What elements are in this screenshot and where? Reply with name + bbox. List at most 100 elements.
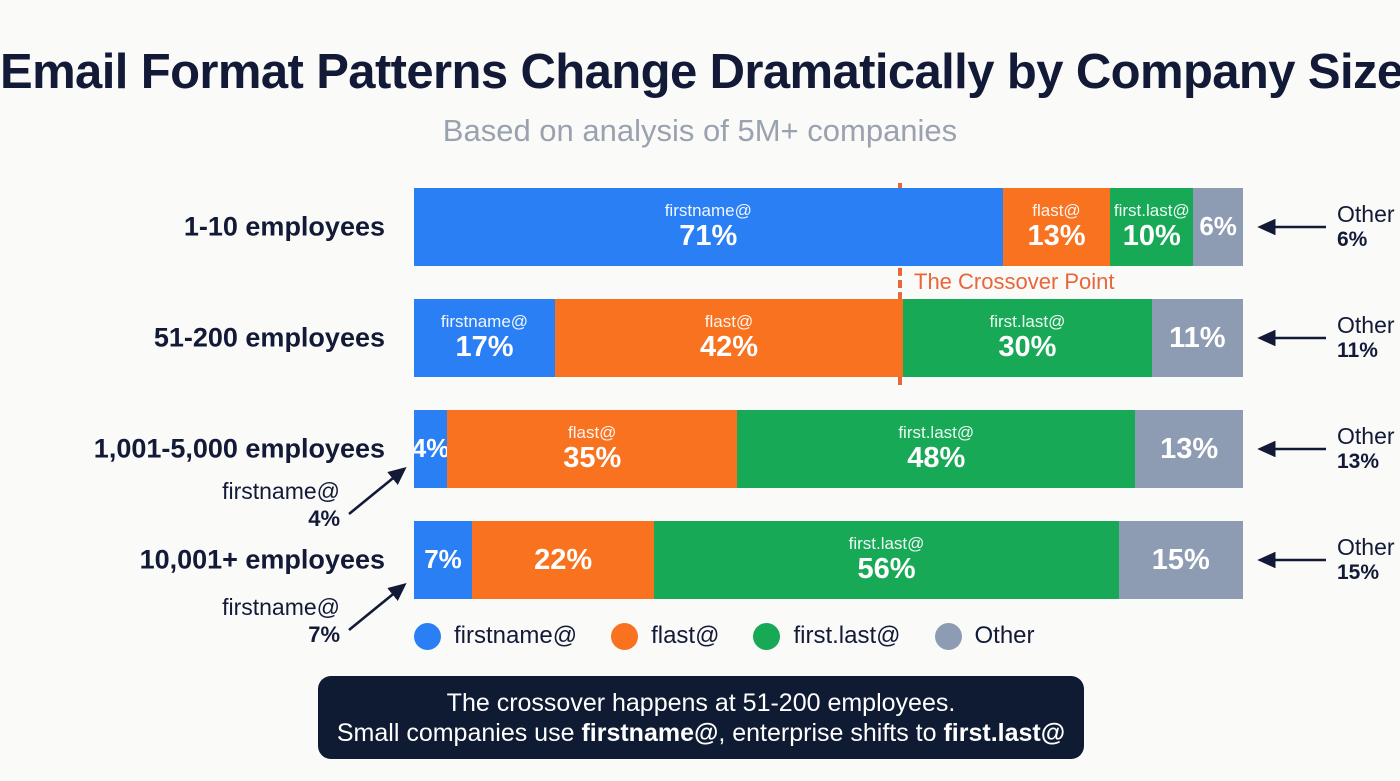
legend-label: first.last@ xyxy=(793,622,901,649)
other-annotation-name: Other xyxy=(1337,534,1395,561)
segment-name-label: first.last@ xyxy=(848,534,925,554)
segment-value-label: 71% xyxy=(679,220,738,253)
segment-value-label: 35% xyxy=(563,442,622,475)
other-annotation-name: Other xyxy=(1337,423,1395,450)
legend-swatch-icon xyxy=(934,622,962,650)
segment-value-label: 22% xyxy=(534,543,593,576)
segment-name-label: first.last@ xyxy=(989,312,1066,332)
segment-name-label: first.last@ xyxy=(1113,201,1190,221)
segment-value-label: 48% xyxy=(907,442,966,475)
crossover-dashed-line xyxy=(898,183,902,385)
legend-label: flast@ xyxy=(651,622,720,649)
callout-value: 7% xyxy=(308,621,340,647)
callout-arrow-icon xyxy=(348,467,407,516)
other-annotation-value: 6% xyxy=(1337,228,1368,252)
legend: firstname@ flast@ first.last@ Other xyxy=(414,622,1035,650)
row-category-label: 10,001+ employees xyxy=(139,544,385,575)
bar-segment[interactable]: flast@ 35% xyxy=(447,410,738,488)
callout-arrow-icon xyxy=(348,583,407,632)
stacked-bar: firstname@17%flast@42%first.last@30%Othe… xyxy=(414,299,1243,377)
row-category-label: 51-200 employees xyxy=(153,322,385,353)
legend-swatch-icon xyxy=(414,622,441,650)
other-annotation-value: 11% xyxy=(1337,339,1378,363)
segment-name-label: flast@ xyxy=(568,423,617,443)
segment-value-label: 15% xyxy=(1151,543,1210,576)
segment-name-label: flast@ xyxy=(704,312,754,332)
callout-name: firstname@ xyxy=(222,594,340,620)
segment-name-label: first.last@ xyxy=(898,423,975,443)
bar-segment[interactable]: first.last@ 30% xyxy=(903,299,1152,377)
bar-row: 1,001-5,000 employeesfirstname@4%flast@3… xyxy=(0,410,1400,488)
bar-segment[interactable]: first.last@ 10% xyxy=(1110,188,1194,266)
page-title: Email Format Patterns Change Dramaticall… xyxy=(0,45,1400,99)
page-subtitle: Based on analysis of 5M+ companies xyxy=(442,113,958,148)
segment-value-label: 13% xyxy=(1160,432,1219,465)
segment-value-label: 10% xyxy=(1122,220,1181,253)
other-arrow-icon xyxy=(1257,441,1326,457)
other-annotation-name: Other xyxy=(1337,312,1395,339)
bar-segment[interactable]: flast@ 13% xyxy=(1002,188,1111,266)
segment-value-label: 6% xyxy=(1199,211,1237,242)
other-annotation-name: Other xyxy=(1337,201,1395,228)
segment-value-label: 4% xyxy=(414,433,448,464)
bar-segment[interactable]: firstname@ 17% xyxy=(414,299,555,377)
footer-line2-bold-firstlast: first.last@ xyxy=(943,718,1066,747)
footer-line2-pre: Small companies use xyxy=(336,718,582,747)
legend-swatch-icon xyxy=(611,622,639,650)
legend-swatch-icon xyxy=(753,622,781,650)
footer-line2-bold-firstname: firstname@ xyxy=(581,718,719,747)
stacked-bar: firstname@7%flast@22%first.last@56%Other… xyxy=(414,521,1243,599)
other-annotation: Other 13% xyxy=(1337,423,1395,475)
bar-segment[interactable]: flast@22% xyxy=(472,521,655,599)
legend-item[interactable]: firstname@ xyxy=(414,622,577,650)
segment-name-label: flast@ xyxy=(1032,201,1081,221)
segment-value-label: 13% xyxy=(1027,220,1086,253)
segment-value-label: 7% xyxy=(424,544,462,575)
segment-value-label: 17% xyxy=(455,331,514,364)
legend-item[interactable]: Other xyxy=(934,622,1035,650)
segment-value-label: 56% xyxy=(857,553,916,586)
footer-line-1: The crossover happens at 51-200 employee… xyxy=(446,688,956,717)
callout-name: firstname@ xyxy=(222,478,340,504)
footer-line2-mid: , enterprise shifts to xyxy=(718,718,944,747)
segment-name-label: firstname@ xyxy=(440,312,529,332)
bar-segment[interactable]: first.last@ 48% xyxy=(737,410,1136,488)
crossover-label: The Crossover Point xyxy=(914,269,1115,294)
bar-segment[interactable]: flast@ 42% xyxy=(554,299,904,377)
legend-label: firstname@ xyxy=(454,622,578,649)
legend-item[interactable]: flast@ xyxy=(611,622,719,650)
callout-firstname-row3: firstname@ 4% xyxy=(222,467,407,532)
bar-segment[interactable]: firstname@ 71% xyxy=(414,188,1003,266)
bar-row: 51-200 employees firstname@ 17% flast@ 42% fi… xyxy=(0,299,1400,377)
bar-segment[interactable]: firstname@7% xyxy=(414,521,473,599)
other-arrow-icon xyxy=(1257,552,1326,568)
segment-value-label: 30% xyxy=(998,331,1057,364)
bar-row: 1-10 employees firstname@ 71% flast@ 13% firs… xyxy=(0,188,1400,266)
other-arrow-icon xyxy=(1257,219,1326,235)
stacked-bar: firstname@71%flast@13%first.last@10%Othe… xyxy=(414,188,1243,266)
other-annotation-value: 15% xyxy=(1337,561,1380,585)
other-annotation-value: 13% xyxy=(1337,450,1380,474)
footer-callout-box: The crossover happens at 51-200 employee… xyxy=(318,676,1084,759)
row-category-label: 1-10 employees xyxy=(183,211,385,242)
other-annotation: Other 15% xyxy=(1337,534,1395,586)
stacked-bar: firstname@4%flast@35%first.last@48%Other… xyxy=(414,410,1243,488)
legend-item[interactable]: first.last@ xyxy=(753,622,901,650)
other-annotation: Other 6% xyxy=(1337,201,1395,253)
callout-firstname-row4: firstname@ 7% xyxy=(222,583,407,648)
segment-value-label: 11% xyxy=(1169,321,1226,354)
other-arrow-icon xyxy=(1257,330,1326,346)
bar-segment[interactable]: firstname@4% xyxy=(414,410,448,488)
legend-label: Other xyxy=(974,622,1035,649)
segment-name-label: firstname@ xyxy=(664,201,752,221)
segment-value-label: 42% xyxy=(699,331,759,364)
callout-value: 4% xyxy=(308,505,340,531)
row-category-label: 1,001-5,000 employees xyxy=(93,433,385,464)
footer-line-2: Small companies use firstname@, enterpri… xyxy=(337,718,1065,748)
bar-segment[interactable]: first.last@ 56% xyxy=(654,521,1119,599)
